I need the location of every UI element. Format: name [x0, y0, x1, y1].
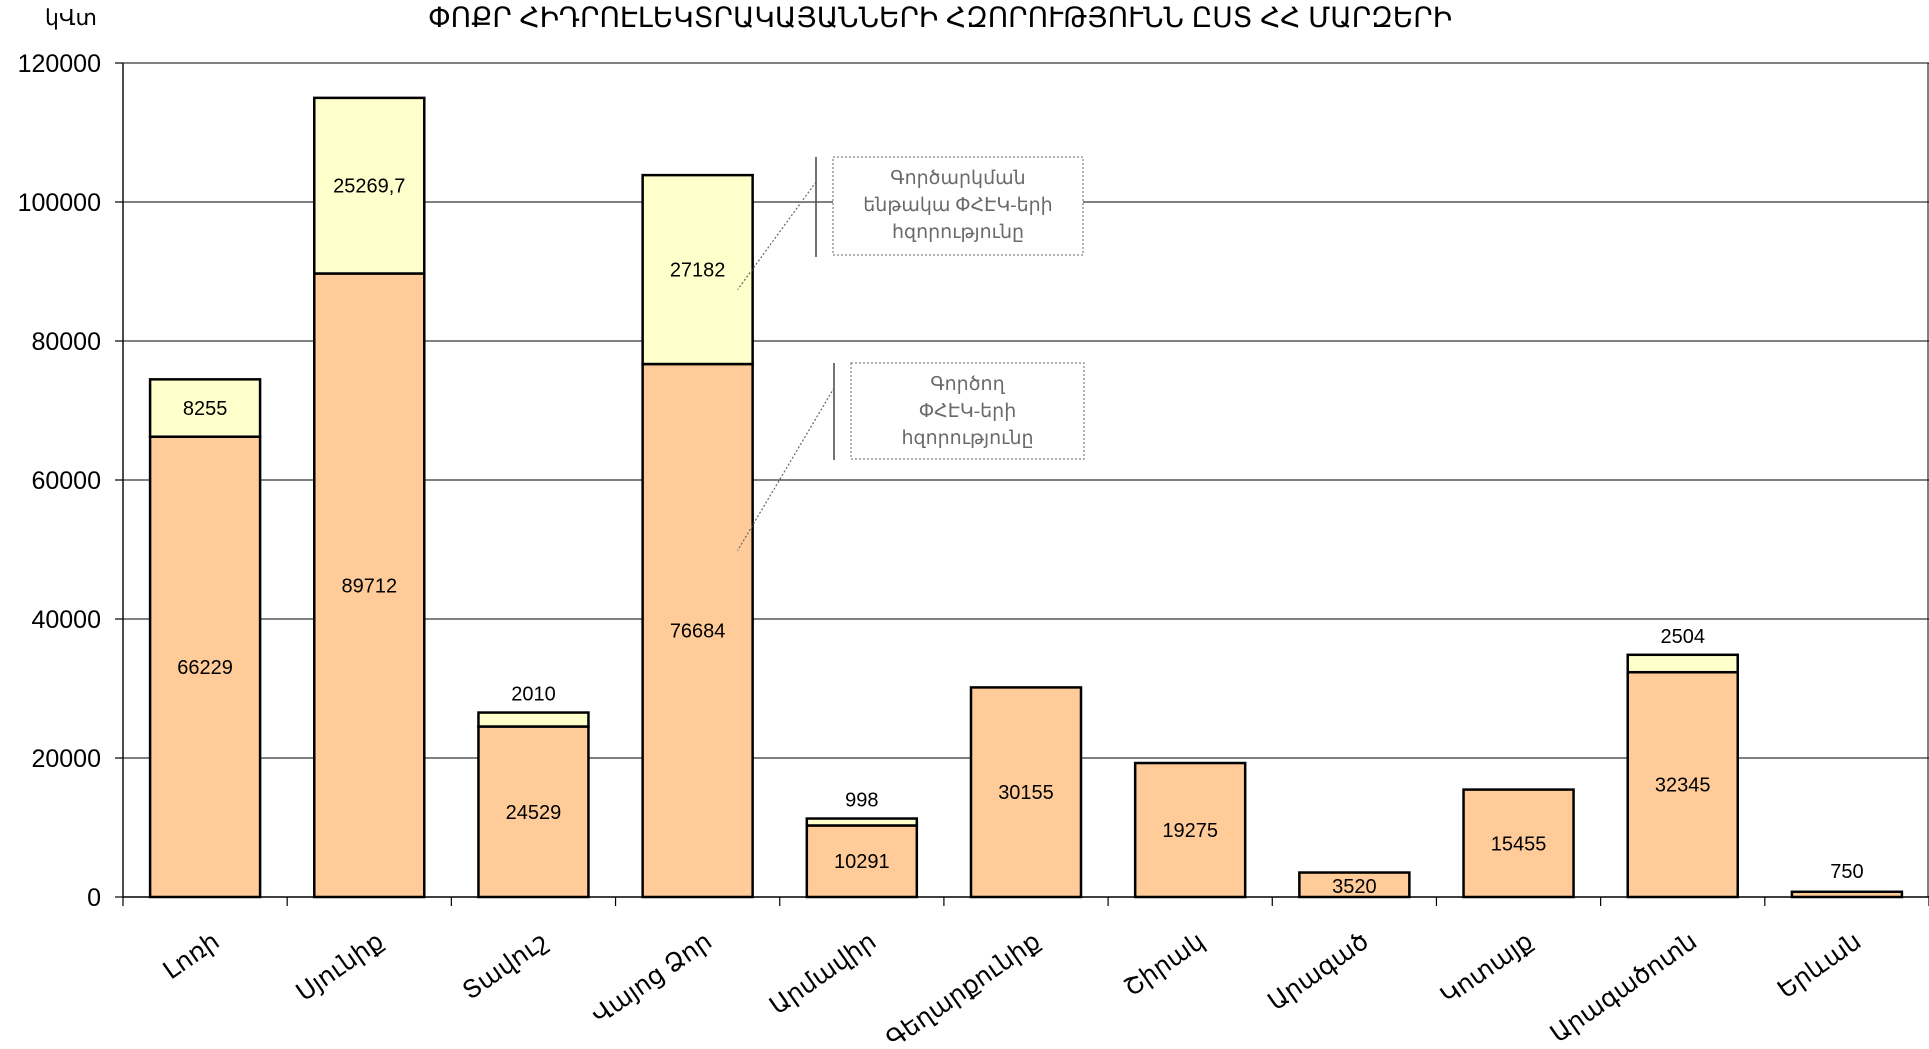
bar-operating: [1133, 761, 1247, 899]
x-axis: Լոռի Սյունիք Տավուշ Վայոց Ձոր Արմավիր Գեղարքո…: [122, 896, 1929, 1049]
category-label: Գեղարքունիք: [881, 927, 1045, 1049]
bar-operating: [1790, 890, 1904, 899]
bar-planned: [477, 711, 590, 728]
callout-text: հզորությունը: [892, 222, 1024, 243]
bar-operating: [805, 824, 919, 899]
category-label: Սյունիք: [291, 927, 388, 1007]
callout-leader: [737, 387, 835, 551]
category-label: Երևան: [1773, 927, 1867, 1004]
data-label-planned: 998: [845, 790, 878, 812]
data-label-planned: 2504: [1660, 626, 1705, 648]
y-tick-label: 60000: [31, 467, 101, 495]
bar-operating: [313, 272, 426, 899]
data-label-operating: 750: [1830, 861, 1863, 883]
bar-operating: [477, 725, 590, 899]
callout-text: ՓՀԷԿ-երի: [919, 401, 1017, 422]
y-tick-label: 40000: [31, 606, 101, 634]
y-tick-label: 120000: [18, 50, 101, 78]
category-label: Արմավիր: [765, 927, 882, 1020]
data-label-operating: 89712: [341, 575, 397, 597]
annotations: Գործարկման ենթակա ՓՀԷԿ-երի հզորությունը Գոր…: [737, 156, 1085, 551]
category-label: Արագածոտն: [1545, 927, 1702, 1048]
bar-planned: [805, 817, 919, 827]
data-label-operating: 32345: [1655, 775, 1711, 797]
bar-planned: [148, 378, 262, 438]
bar-planned: [1626, 653, 1739, 674]
y-tick-label: 0: [87, 884, 101, 912]
data-label-operating: 76684: [670, 621, 726, 643]
callout-box: [832, 156, 1084, 256]
y-tick-label: 20000: [31, 745, 101, 773]
category-label: Շիրակ: [1119, 927, 1209, 1002]
bar-operating: [148, 435, 262, 899]
bar-operating: [969, 686, 1083, 899]
bar-planned: [641, 173, 754, 366]
data-label-planned: 2010: [511, 684, 556, 706]
data-label-operating: 30155: [998, 782, 1054, 804]
callout-text: Գործող: [930, 374, 1005, 395]
y-axis: 0 20000 40000 60000 80000 100000 120000: [18, 50, 1929, 912]
category-label: Վայոց Ձոր: [587, 927, 717, 1030]
y-tick-label: 100000: [18, 189, 101, 217]
callout-box: [850, 362, 1085, 460]
category-label: Լոռի: [158, 927, 224, 985]
data-label-planned: 8255: [183, 398, 228, 420]
data-label-operating: 24529: [506, 802, 562, 824]
callout-text: ենթակա ՓՀԷԿ-երի: [863, 195, 1052, 216]
bar-operating: [1462, 788, 1575, 899]
category-label: Տավուշ: [457, 927, 553, 1006]
callout-text: հզորությունը: [901, 428, 1033, 449]
bar-operating: [1298, 871, 1411, 899]
bar-planned: [313, 96, 426, 275]
y-tick-label: 80000: [31, 328, 101, 356]
data-label-operating: 3520: [1332, 876, 1377, 898]
y-unit-label: կՎտ: [45, 5, 97, 30]
chart-title: ՓՈՔՐ ՀԻԴՐՈԷԼԵԿՏՐԱԿԱՅԱՆՆԵՐԻ ՀԶՈՐՈՒԹՅՈՒՆՆ …: [428, 2, 1452, 33]
callout-text: Գործարկման: [890, 168, 1025, 189]
data-label-planned: 25269,7: [333, 176, 405, 198]
category-label: Կոտայք: [1435, 927, 1538, 1010]
data-label-operating: 15455: [1491, 833, 1547, 855]
category-label: Արագած: [1263, 927, 1374, 1016]
data-label-operating: 66229: [177, 657, 233, 679]
data-label-planned: 27182: [670, 260, 726, 282]
data-label-operating: 19275: [1162, 820, 1218, 842]
data-label-operating: 10291: [834, 851, 890, 873]
